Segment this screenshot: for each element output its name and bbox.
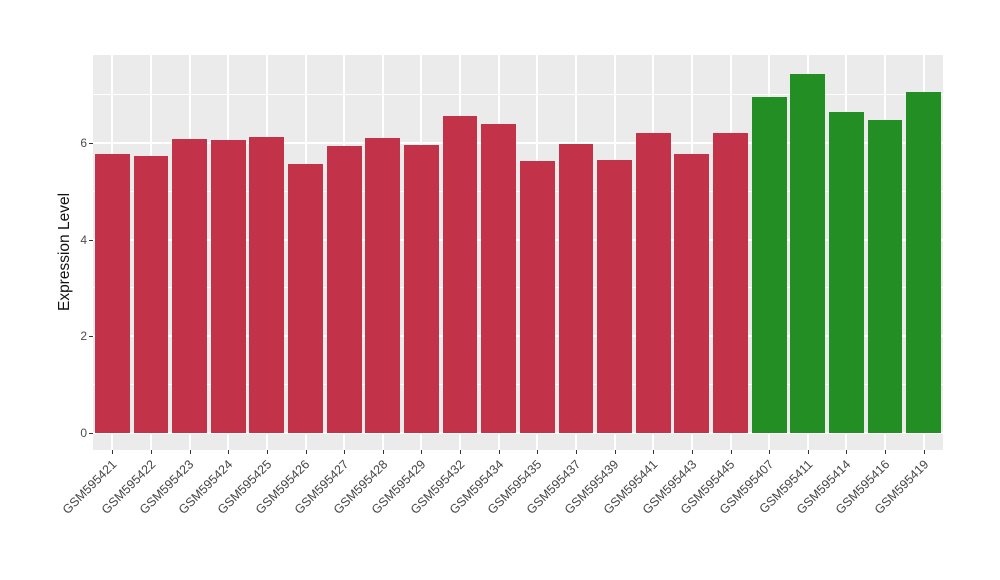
x-tick-mark (614, 450, 616, 454)
x-tick-mark (498, 450, 500, 454)
gridline-major-y4 (93, 238, 943, 241)
y-tick-mark (89, 142, 93, 144)
x-tick-mark (460, 450, 462, 454)
x-tick-mark (691, 450, 693, 454)
x-tick-mark (769, 450, 771, 454)
y-tick-mark (89, 239, 93, 241)
bar-GSM595428 (365, 138, 401, 433)
bar-GSM595443 (674, 153, 710, 433)
bar-GSM595426 (288, 164, 323, 433)
x-tick-mark (537, 450, 539, 454)
y-tick-label: 0 (80, 426, 87, 440)
gridline-minor-y3 (93, 287, 943, 289)
y-tick-mark (89, 433, 93, 434)
bar-GSM595423 (172, 139, 207, 433)
x-tick-mark (575, 450, 577, 454)
x-tick-mark (189, 450, 191, 454)
bar-GSM595416 (867, 119, 903, 433)
gridline-major-y0 (93, 432, 943, 434)
x-tick-mark (228, 450, 230, 454)
bar-GSM595422 (133, 156, 169, 433)
x-tick-mark (344, 450, 346, 454)
gridline-major-y2 (93, 335, 943, 338)
gridline-major-y6 (93, 141, 943, 144)
bar-GSM595411 (790, 73, 826, 433)
bar-GSM595425 (249, 137, 285, 433)
bar-GSM595445 (713, 132, 748, 433)
bar-GSM595432 (442, 115, 478, 433)
bar-GSM595421 (94, 154, 130, 433)
bar-GSM595435 (519, 161, 555, 433)
gridline-minor-y7 (93, 94, 943, 96)
bar-GSM595414 (829, 111, 864, 433)
x-tick-mark (730, 450, 732, 454)
bar-GSM595434 (481, 123, 517, 433)
x-tick-mark (653, 450, 655, 454)
bar-GSM595424 (210, 139, 246, 433)
y-tick-label: 2 (80, 329, 87, 344)
x-tick-mark (923, 450, 925, 454)
bar-GSM595437 (558, 143, 594, 433)
x-tick-mark (150, 450, 152, 454)
bar-GSM595407 (751, 97, 787, 433)
y-axis-title: Expression Level (56, 192, 73, 312)
x-tick-mark (112, 450, 114, 454)
gridline-minor-y5 (93, 190, 943, 192)
y-tick-label: 6 (80, 135, 87, 150)
gridline-minor-y1 (93, 384, 943, 386)
bar-GSM595427 (326, 145, 362, 433)
plot-panel (93, 55, 943, 450)
bar-GSM595439 (597, 159, 632, 433)
x-tick-mark (382, 450, 384, 454)
x-tick-mark (421, 450, 423, 454)
x-tick-mark (305, 450, 307, 454)
x-tick-mark (846, 450, 848, 454)
y-tick-mark (89, 336, 93, 338)
x-tick-mark (266, 450, 268, 454)
bar-GSM595441 (635, 132, 671, 433)
bar-GSM595419 (906, 92, 942, 433)
bar-GSM595429 (404, 144, 439, 433)
y-tick-label: 4 (80, 232, 87, 247)
x-tick-mark (885, 450, 887, 454)
x-tick-mark (807, 450, 809, 454)
